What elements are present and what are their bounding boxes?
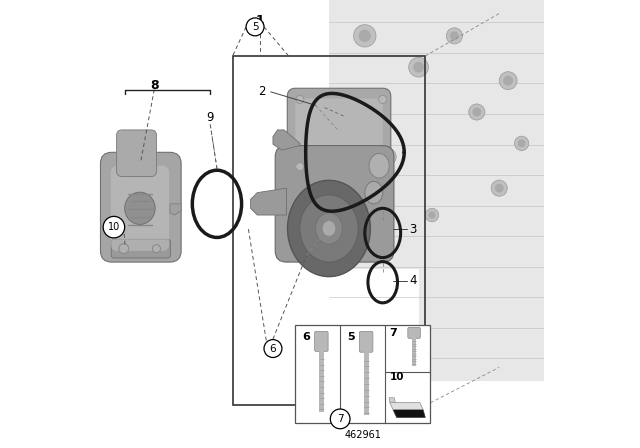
- Circle shape: [413, 62, 424, 73]
- Ellipse shape: [365, 181, 383, 204]
- Ellipse shape: [369, 153, 389, 178]
- Bar: [296, 325, 430, 423]
- Ellipse shape: [323, 221, 336, 237]
- Circle shape: [264, 340, 282, 358]
- Circle shape: [378, 148, 396, 166]
- FancyBboxPatch shape: [116, 130, 157, 177]
- Circle shape: [468, 104, 485, 120]
- Text: 9: 9: [207, 111, 214, 124]
- Circle shape: [409, 57, 428, 77]
- Polygon shape: [389, 398, 396, 403]
- Circle shape: [382, 152, 392, 162]
- Circle shape: [499, 72, 517, 90]
- Text: 5: 5: [347, 332, 355, 342]
- Bar: [364, 351, 369, 415]
- Circle shape: [446, 28, 463, 44]
- Text: 7: 7: [337, 414, 344, 424]
- FancyBboxPatch shape: [111, 239, 170, 258]
- Text: 10: 10: [108, 222, 120, 232]
- Ellipse shape: [296, 163, 304, 171]
- Text: 4: 4: [410, 274, 417, 288]
- Text: 462961: 462961: [344, 430, 381, 439]
- Circle shape: [330, 409, 350, 429]
- FancyBboxPatch shape: [408, 327, 420, 338]
- FancyBboxPatch shape: [315, 332, 328, 351]
- Circle shape: [425, 208, 439, 222]
- Polygon shape: [329, 0, 544, 381]
- Text: 10: 10: [389, 372, 404, 382]
- FancyBboxPatch shape: [296, 99, 383, 170]
- Ellipse shape: [296, 95, 304, 103]
- Polygon shape: [393, 409, 425, 418]
- Ellipse shape: [152, 245, 161, 253]
- Circle shape: [103, 216, 125, 238]
- Circle shape: [472, 108, 481, 116]
- Polygon shape: [390, 403, 423, 409]
- Circle shape: [354, 25, 376, 47]
- Circle shape: [428, 211, 436, 219]
- Circle shape: [491, 180, 508, 196]
- Text: 1: 1: [255, 13, 264, 27]
- Polygon shape: [251, 188, 287, 215]
- FancyBboxPatch shape: [111, 166, 169, 251]
- Text: 3: 3: [410, 223, 417, 236]
- FancyBboxPatch shape: [100, 152, 181, 262]
- Circle shape: [495, 184, 504, 193]
- Circle shape: [450, 31, 459, 40]
- Circle shape: [246, 18, 264, 36]
- FancyBboxPatch shape: [275, 146, 394, 262]
- Ellipse shape: [125, 192, 155, 224]
- Ellipse shape: [379, 95, 387, 103]
- Bar: [412, 337, 417, 366]
- Circle shape: [515, 136, 529, 151]
- Ellipse shape: [300, 195, 358, 262]
- Text: 5: 5: [252, 22, 259, 32]
- Polygon shape: [170, 204, 181, 215]
- Bar: [319, 350, 324, 412]
- FancyBboxPatch shape: [360, 332, 373, 352]
- Circle shape: [518, 139, 525, 147]
- Text: 7: 7: [389, 327, 397, 338]
- Ellipse shape: [287, 181, 371, 277]
- Text: 6: 6: [269, 344, 276, 353]
- Circle shape: [358, 30, 371, 42]
- Text: 8: 8: [150, 78, 159, 92]
- Bar: [233, 56, 425, 405]
- Text: 2: 2: [258, 85, 266, 99]
- FancyBboxPatch shape: [287, 88, 391, 178]
- Polygon shape: [273, 130, 300, 150]
- Text: 6: 6: [302, 332, 310, 342]
- Ellipse shape: [119, 244, 129, 254]
- Ellipse shape: [316, 213, 342, 244]
- Circle shape: [503, 76, 513, 86]
